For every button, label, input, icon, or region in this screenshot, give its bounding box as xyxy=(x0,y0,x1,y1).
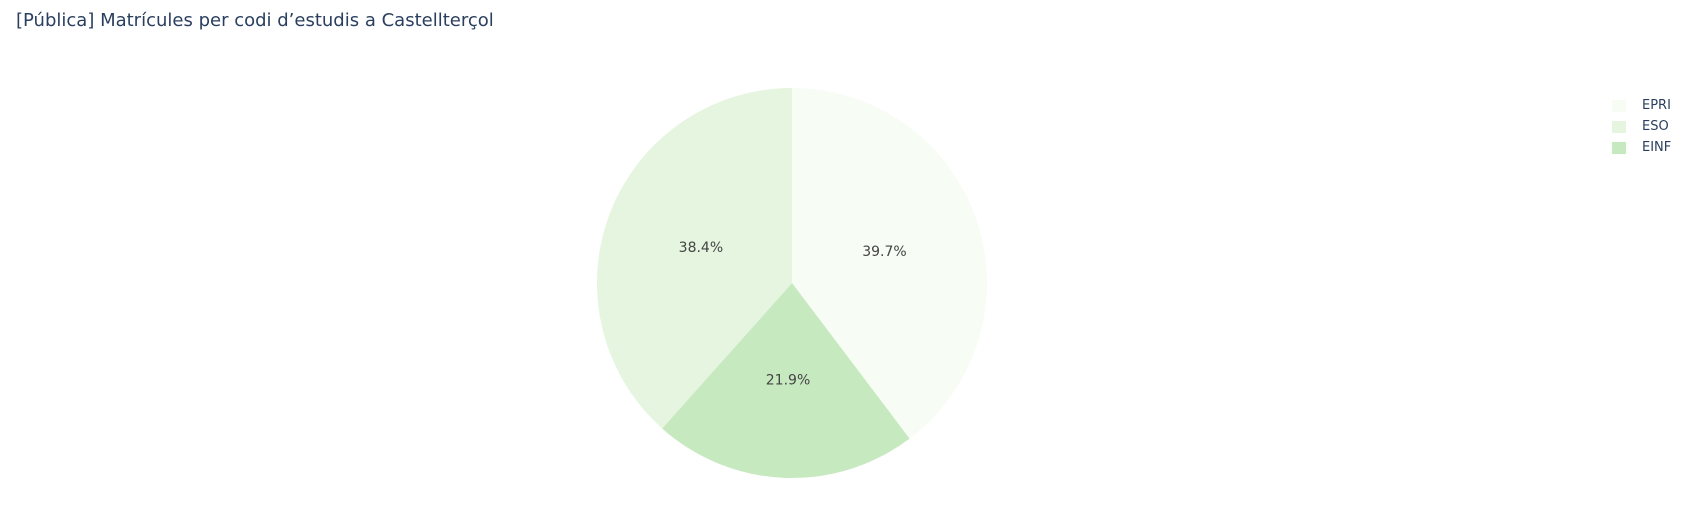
chart-title: [Pública] Matrícules per codi d’estudis … xyxy=(16,10,494,31)
legend-swatch xyxy=(1612,141,1626,154)
pie-slice-eso[interactable] xyxy=(597,88,792,429)
legend-label: ESO xyxy=(1642,119,1669,134)
legend-swatch xyxy=(1612,99,1626,112)
legend-item-eso[interactable]: ESO xyxy=(1612,116,1671,137)
legend-item-epri[interactable]: EPRI xyxy=(1612,95,1671,116)
pie-slice-einf[interactable] xyxy=(662,283,910,478)
legend-swatch xyxy=(1612,120,1626,133)
slice-label-epri: 39.7% xyxy=(862,244,906,260)
legend-label: EINF xyxy=(1642,140,1672,155)
legend: EPRI ESO EINF xyxy=(1612,95,1671,158)
slice-label-einf: 21.9% xyxy=(766,372,810,388)
slice-label-eso: 38.4% xyxy=(679,240,723,256)
legend-item-einf[interactable]: EINF xyxy=(1612,137,1671,158)
pie-slice-epri[interactable] xyxy=(792,87,988,439)
legend-label: EPRI xyxy=(1642,98,1671,113)
